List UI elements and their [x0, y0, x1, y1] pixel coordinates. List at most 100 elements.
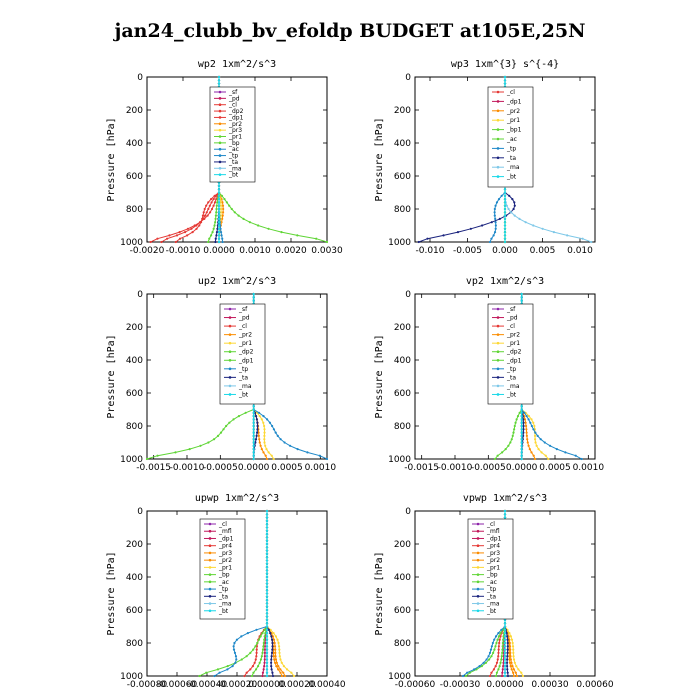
x-tick-label: -0.00060: [157, 680, 198, 690]
legend-marker: [208, 595, 212, 598]
series-point: [252, 415, 255, 418]
series-point: [265, 641, 269, 645]
series-point: [527, 415, 531, 418]
legend-marker: [208, 551, 212, 555]
series-point: [503, 234, 507, 237]
legend-marker: [496, 137, 500, 141]
series-point: [195, 224, 198, 227]
series-point: [494, 635, 498, 638]
legend-label: _pr3: [228, 127, 242, 134]
series-point: [255, 628, 258, 631]
series-point: [258, 661, 261, 664]
series-line: [244, 511, 268, 677]
series-point: [515, 674, 519, 678]
legend-marker: [228, 367, 232, 371]
series-point: [522, 418, 525, 421]
legend-label: _pd: [238, 315, 250, 322]
series-point: [199, 221, 202, 224]
series-point: [257, 224, 260, 227]
series-point: [279, 438, 282, 441]
series-point: [495, 641, 498, 645]
series-point: [245, 655, 248, 658]
legend-marker: [496, 393, 500, 396]
series-point: [505, 632, 508, 635]
series-point: [232, 418, 235, 421]
series-point: [508, 661, 512, 664]
chart-title: wp2 1xm^2/s^3: [198, 59, 276, 70]
series-point: [530, 424, 533, 428]
series-point: [218, 671, 221, 674]
series-point: [590, 240, 593, 244]
series-point: [263, 665, 266, 668]
series-point: [296, 448, 299, 451]
series-point: [252, 292, 255, 296]
series-point: [265, 608, 269, 612]
legend-label: _dp1: [218, 535, 234, 542]
y-tick-label: 600: [394, 172, 411, 182]
series-point: [278, 648, 281, 651]
legend-marker: [228, 316, 232, 319]
series-point: [217, 194, 221, 197]
x-tick-label: 0.0000: [203, 246, 235, 256]
series-point: [511, 434, 514, 437]
series-point: [510, 661, 513, 664]
series-point: [520, 438, 523, 441]
legend-marker: [496, 175, 500, 178]
series-point: [207, 207, 210, 211]
series-point: [282, 671, 285, 674]
series-point: [495, 661, 499, 664]
series-point: [529, 421, 532, 424]
series-point: [160, 240, 163, 244]
series-point: [219, 204, 223, 207]
series-point: [215, 211, 218, 214]
series-point: [503, 204, 507, 207]
series-point: [505, 204, 508, 207]
legend-marker: [496, 367, 500, 371]
series-point: [489, 648, 493, 651]
chart-svg: upwp 1xm^2/s^3 Pressure [hPa] 0 200 400 600 80…: [106, 493, 346, 690]
chart-panel: vpwp 1xm^2/s^3 Pressure [hPa] 0 200 400 600 80…: [348, 489, 614, 699]
legend-marker: [476, 558, 480, 562]
series-point: [490, 645, 493, 648]
chart-title: vpwp 1xm^2/s^3: [463, 493, 547, 504]
legend-label: _dp1: [506, 357, 522, 364]
series-point: [256, 424, 259, 428]
series-point: [256, 421, 259, 424]
legend-marker: [476, 595, 480, 598]
series-point: [263, 424, 266, 428]
y-tick-label: 400: [126, 356, 143, 366]
series-point: [492, 651, 495, 654]
series-point: [525, 431, 528, 434]
legend-box: [209, 86, 256, 183]
series-point: [217, 234, 221, 237]
series-point: [252, 451, 255, 454]
series-point: [258, 415, 261, 418]
series-point: [513, 428, 516, 431]
series-point: [267, 227, 270, 230]
legend-marker: [218, 128, 222, 132]
series-point: [532, 421, 535, 424]
series-point: [503, 221, 507, 224]
chart-title: up2 1xm^2/s^3: [198, 276, 276, 287]
series-point: [221, 217, 224, 220]
series-point: [278, 655, 281, 658]
series-point: [503, 635, 507, 638]
series-point: [156, 454, 159, 457]
legend-marker: [228, 393, 232, 396]
series-point: [290, 671, 293, 674]
series-point: [533, 434, 537, 437]
series-point: [500, 194, 503, 197]
series-point: [502, 635, 505, 638]
series-point: [488, 240, 492, 244]
series-point: [274, 648, 277, 651]
series-point: [258, 441, 261, 444]
series-point: [207, 240, 210, 244]
legend-marker: [208, 602, 212, 605]
series-point: [497, 198, 501, 201]
series-point: [252, 424, 255, 428]
series-point: [510, 668, 513, 671]
series-point: [216, 201, 219, 204]
x-tick-label: 0.0010: [305, 463, 337, 473]
series-point: [534, 441, 537, 444]
series-point: [199, 444, 202, 447]
